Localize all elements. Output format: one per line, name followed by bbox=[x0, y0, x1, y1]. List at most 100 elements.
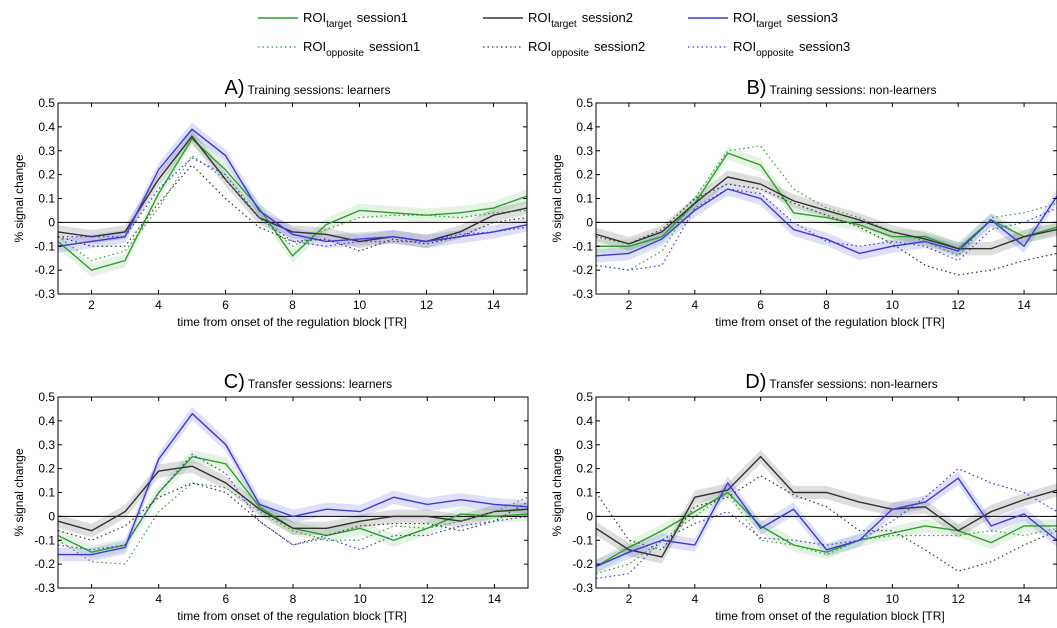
legend-base: ROI bbox=[733, 39, 756, 54]
series-line bbox=[596, 145, 1057, 271]
error-band bbox=[58, 459, 528, 538]
y-axis-label: % signal change bbox=[550, 154, 564, 242]
chart-panel: A) Training sessions: learners -0.3 -0.2 -0.… bbox=[12, 77, 528, 329]
x-tick-label: 2 bbox=[626, 298, 633, 312]
series-line bbox=[58, 154, 527, 262]
legend-label: ROItarget session2 bbox=[528, 10, 633, 30]
y-tick-label: 0.3 bbox=[576, 438, 593, 452]
y-axis-label: % signal change bbox=[550, 448, 564, 536]
y-tick-label: 0.3 bbox=[576, 144, 593, 158]
y-axis-label: % signal change bbox=[12, 448, 26, 536]
legend-session: session1 bbox=[357, 10, 408, 25]
y-tick-label: 0.2 bbox=[38, 168, 55, 182]
panel-title-text: Training sessions: learners bbox=[248, 83, 391, 97]
legend-subscript: opposite bbox=[756, 48, 794, 59]
y-tick-label: 0.2 bbox=[576, 168, 593, 182]
series-line bbox=[596, 176, 1057, 250]
plot-data bbox=[596, 145, 1057, 276]
x-tick-label: 8 bbox=[289, 298, 296, 312]
series-line bbox=[58, 137, 527, 271]
x-tick-label: 12 bbox=[420, 298, 434, 312]
legend-item: ROItarget session3 bbox=[688, 10, 838, 30]
legend-subscript: target bbox=[326, 19, 352, 30]
y-tick-label: -0.3 bbox=[572, 287, 593, 301]
error-band bbox=[596, 170, 1057, 256]
y-tick-label: 0.1 bbox=[576, 486, 593, 500]
series-line bbox=[58, 482, 528, 546]
y-tick-label: 0.4 bbox=[576, 120, 593, 134]
y-tick-label: 0.5 bbox=[576, 96, 593, 110]
y-tick-label: 0.5 bbox=[38, 390, 55, 404]
series-line bbox=[596, 477, 1057, 568]
x-tick-label: 10 bbox=[886, 298, 900, 312]
x-tick-label: 6 bbox=[223, 592, 230, 606]
legend-session: session3 bbox=[787, 10, 838, 25]
legend-subscript: opposite bbox=[551, 48, 589, 59]
y-tick-label: -0.3 bbox=[572, 581, 593, 595]
legend-item: ROIopposite session1 bbox=[258, 39, 420, 59]
y-tick-label: -0.2 bbox=[34, 557, 55, 571]
x-tick-label: 10 bbox=[353, 592, 367, 606]
y-tick-label: 0 bbox=[586, 215, 593, 229]
y-tick-label: 0 bbox=[48, 509, 55, 523]
y-tick-label: -0.2 bbox=[572, 557, 593, 571]
legend-item: ROIopposite session2 bbox=[483, 39, 645, 59]
error-band bbox=[58, 122, 527, 253]
panel-letter: C) bbox=[224, 371, 245, 393]
legend-session: session1 bbox=[369, 39, 420, 54]
x-tick-label: 8 bbox=[823, 592, 830, 606]
y-tick-label: 0.5 bbox=[576, 390, 593, 404]
x-tick-label: 12 bbox=[952, 592, 966, 606]
panel-letter: D) bbox=[745, 371, 766, 393]
x-tick-label: 8 bbox=[823, 298, 830, 312]
legend-subscript: target bbox=[756, 19, 782, 30]
legend-session: session2 bbox=[594, 39, 645, 54]
x-tick-label: 4 bbox=[155, 592, 162, 606]
series-line bbox=[58, 453, 528, 551]
x-axis-label: time from onset of the regulation block … bbox=[177, 609, 406, 623]
x-tick-label: 2 bbox=[626, 592, 633, 606]
y-axis-label: % signal change bbox=[12, 154, 26, 242]
y-tick-label: 0.3 bbox=[38, 144, 55, 158]
x-tick-label: 12 bbox=[952, 298, 966, 312]
legend-base: ROI bbox=[733, 10, 756, 25]
legend-subscript: opposite bbox=[326, 48, 364, 59]
x-tick-label: 10 bbox=[353, 298, 367, 312]
legend-session: session3 bbox=[799, 39, 850, 54]
legend-label: ROItarget session3 bbox=[733, 10, 838, 30]
x-tick-label: 4 bbox=[691, 592, 698, 606]
error-band bbox=[596, 485, 1057, 574]
panel-letter: B) bbox=[747, 77, 767, 99]
y-tick-label: -0.1 bbox=[34, 239, 55, 253]
legend-label: ROIopposite session1 bbox=[303, 39, 420, 59]
x-tick-label: 6 bbox=[222, 298, 229, 312]
y-tick-label: 0.3 bbox=[38, 438, 55, 452]
plot-area bbox=[58, 103, 527, 294]
legend: ROItarget session1 ROItarget session2 ROItar… bbox=[258, 10, 850, 59]
x-tick-label: 6 bbox=[757, 592, 764, 606]
error-band bbox=[58, 450, 528, 559]
plot-area bbox=[596, 103, 1057, 294]
x-tick-label: 4 bbox=[691, 298, 698, 312]
legend-base: ROI bbox=[528, 10, 551, 25]
y-tick-label: -0.2 bbox=[34, 263, 55, 277]
legend-session: session2 bbox=[582, 10, 633, 25]
panel-title: A) Training sessions: learners bbox=[225, 77, 391, 99]
legend-base: ROI bbox=[303, 39, 326, 54]
y-tick-label: 0.1 bbox=[38, 486, 55, 500]
y-tick-label: 0.2 bbox=[38, 462, 55, 476]
x-tick-label: 14 bbox=[1017, 298, 1031, 312]
series-line bbox=[596, 491, 1057, 568]
series-line bbox=[58, 412, 528, 556]
legend-subscript: target bbox=[551, 19, 577, 30]
x-axis-label: time from onset of the regulation block … bbox=[715, 315, 944, 329]
x-axis-label: time from onset of the regulation block … bbox=[177, 315, 406, 329]
panel-title-text: Transfer sessions: learners bbox=[248, 377, 392, 391]
plot-data bbox=[58, 122, 527, 277]
legend-base: ROI bbox=[528, 39, 551, 54]
y-tick-label: 0 bbox=[48, 215, 55, 229]
x-tick-label: 2 bbox=[88, 298, 95, 312]
series-line bbox=[58, 164, 527, 252]
plot-data bbox=[58, 407, 528, 565]
panel-title: D) Transfer sessions: non-learners bbox=[745, 371, 937, 393]
